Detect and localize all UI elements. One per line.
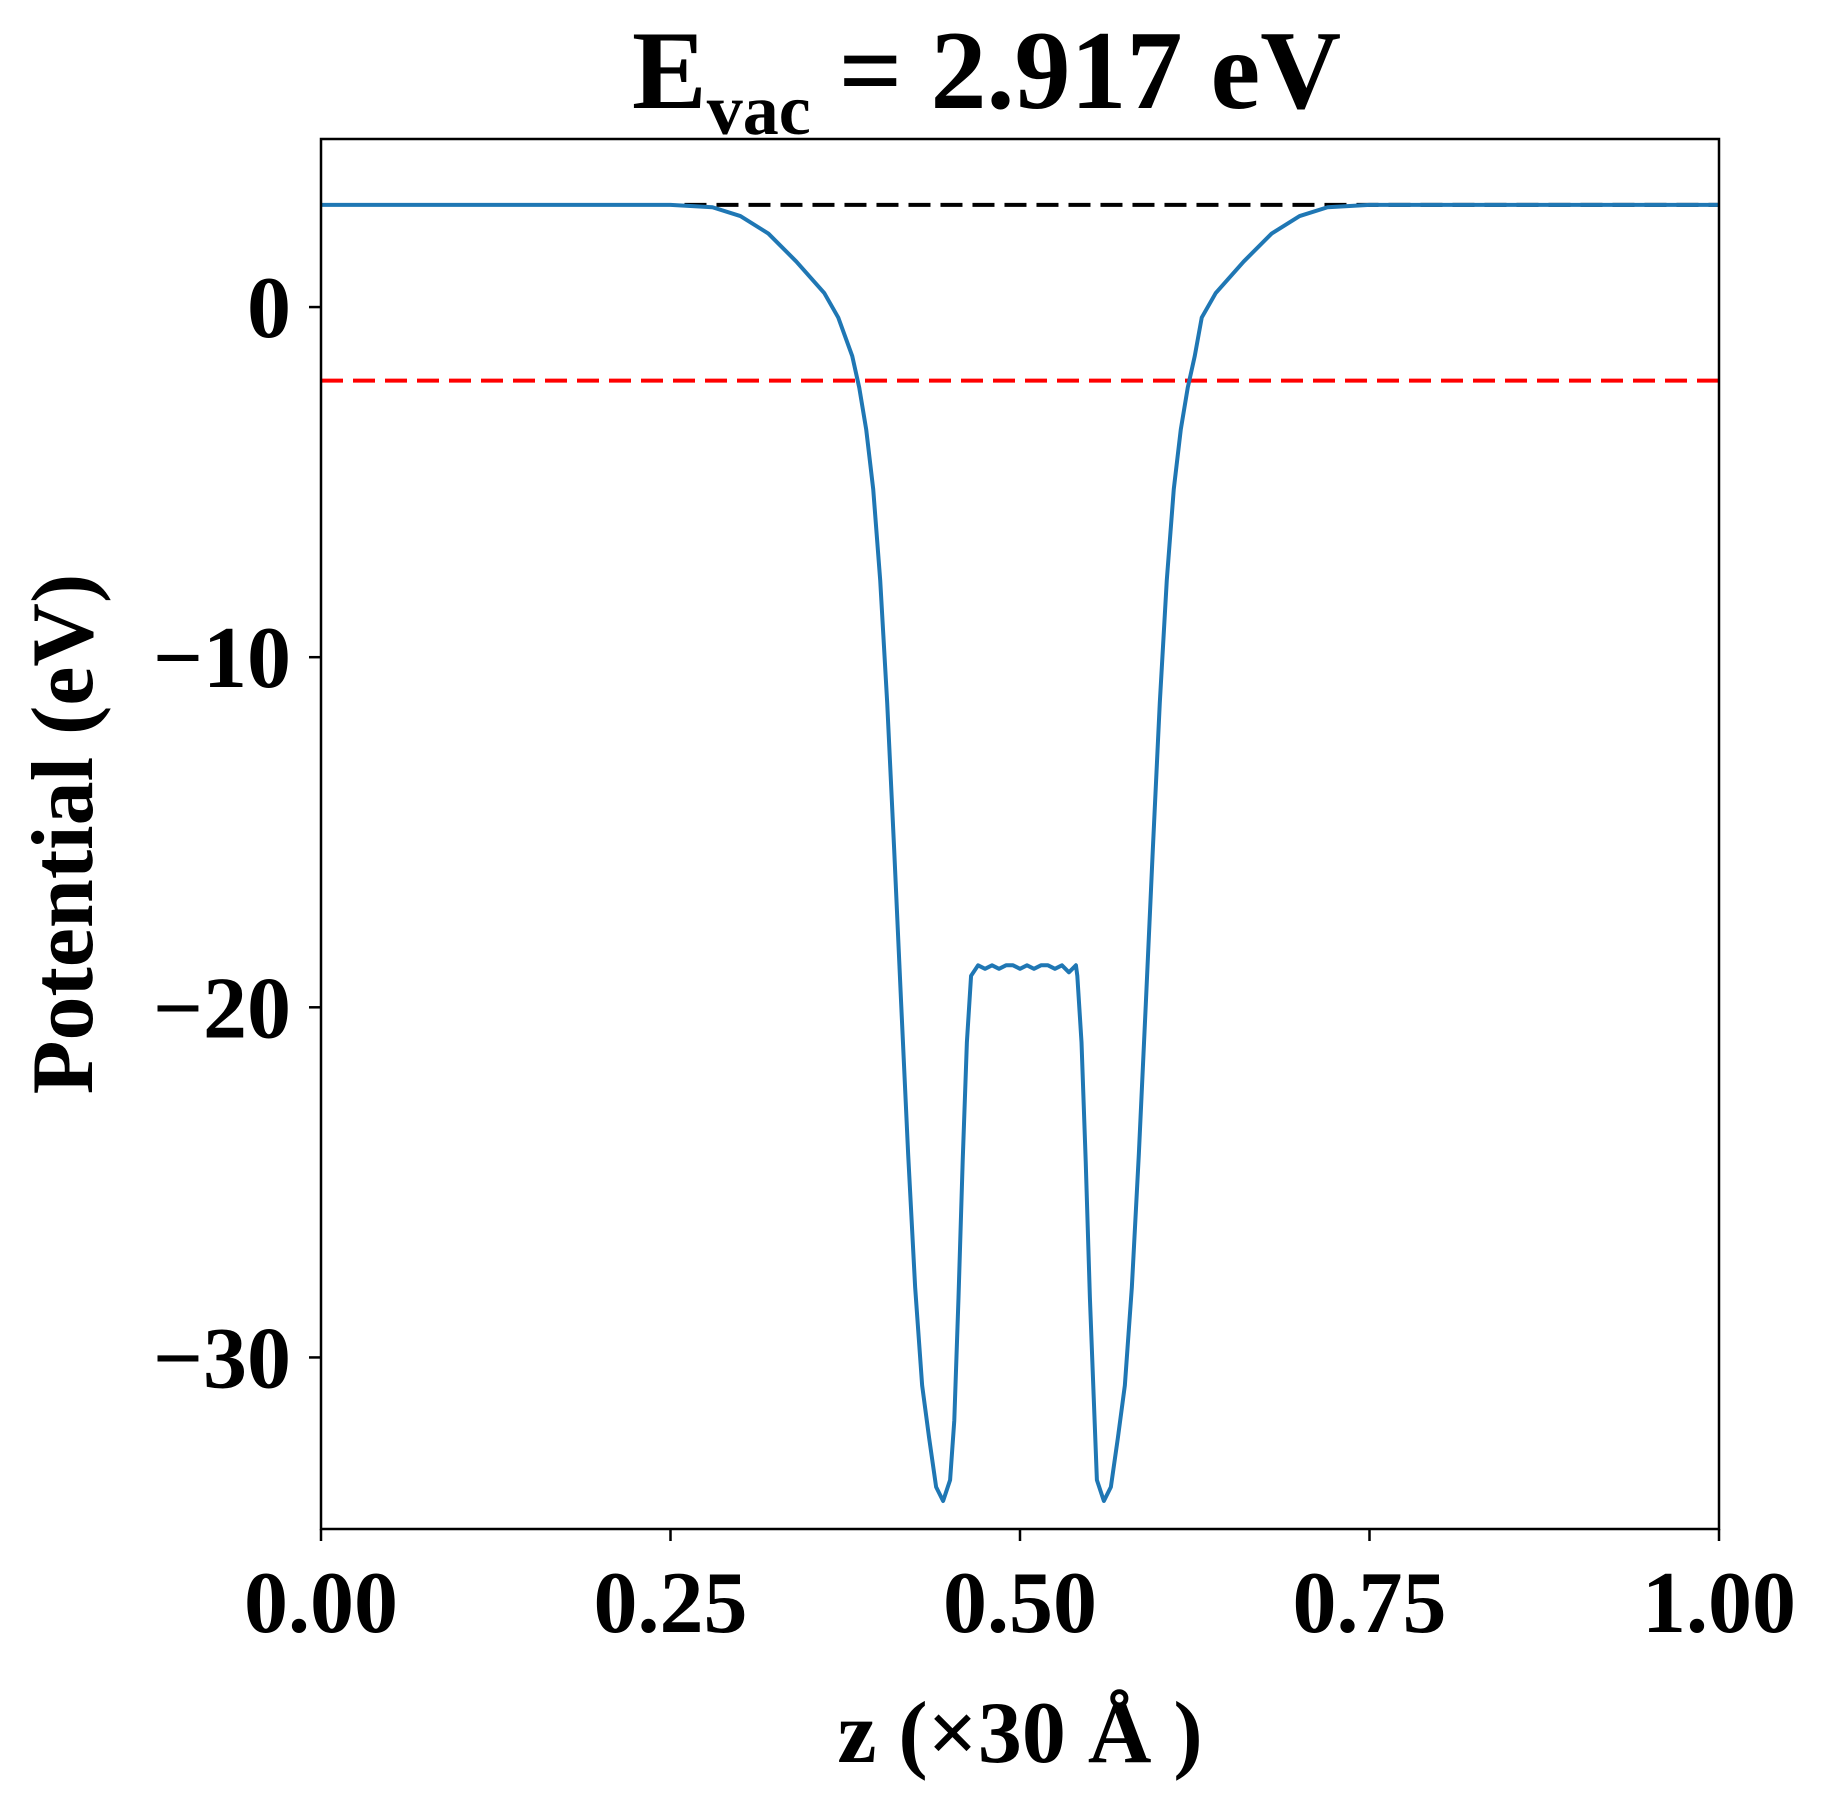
x-axis-label: z (×30 Å ) xyxy=(837,1685,1202,1782)
y-tick-layer: 0 −10 −20 −30 xyxy=(153,260,321,1407)
y-tick-label: 0 xyxy=(247,260,291,357)
chart-title-suffix: = 2.917 eV xyxy=(811,9,1341,133)
chart-title-prefix: E xyxy=(632,9,707,133)
y-tick-label: −30 xyxy=(153,1310,291,1407)
x-tick-label: 0.75 xyxy=(1293,1555,1447,1652)
y-tick-label: −10 xyxy=(153,610,291,707)
series-layer xyxy=(321,202,1719,1503)
x-tick-label: 0.00 xyxy=(244,1555,398,1652)
chart-title-subscript: vac xyxy=(707,70,811,150)
x-tick-label: 0.50 xyxy=(943,1555,1097,1652)
x-tick-label: 0.25 xyxy=(594,1555,748,1652)
x-tick-layer: 0.00 0.25 0.50 0.75 1.00 xyxy=(244,1529,1796,1652)
plot-frame xyxy=(319,137,1721,1531)
x-tick-label: 1.00 xyxy=(1642,1555,1796,1652)
chart-title: Evac = 2.917 eV xyxy=(632,9,1341,150)
y-tick-label: −20 xyxy=(153,960,291,1057)
y-axis-label: Potential (eV) xyxy=(15,574,112,1094)
potential-curve xyxy=(321,202,1719,1503)
